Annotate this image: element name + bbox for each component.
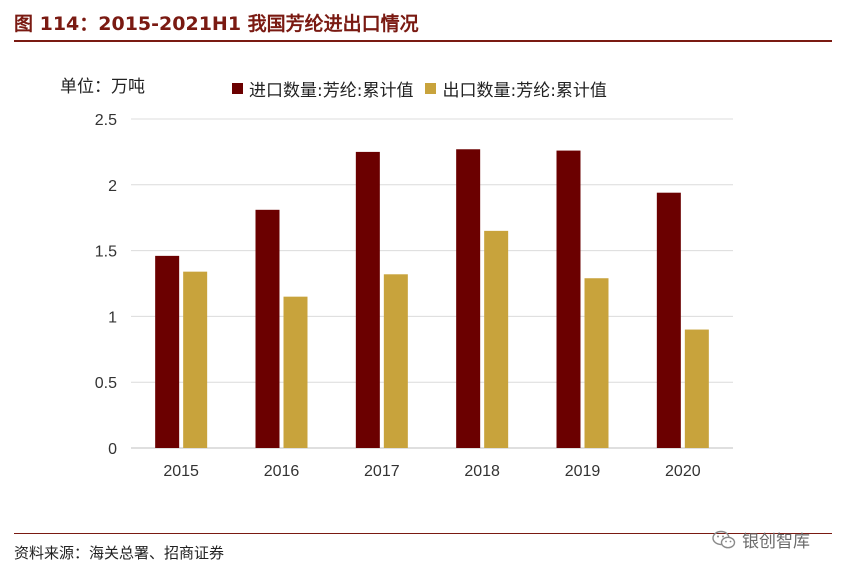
- watermark-label: 银创智库: [742, 532, 810, 552]
- bar-import: [556, 150, 581, 449]
- bar-export: [484, 230, 509, 448]
- source-divider: [14, 533, 832, 534]
- y-tick-label: 2.5: [95, 112, 117, 129]
- wechat-icon: [712, 530, 736, 548]
- y-tick-label: 1: [108, 309, 117, 326]
- bar-import: [456, 149, 481, 448]
- y-tick-label: 2: [108, 178, 117, 195]
- legend-item-export: 出口数量:芳纶:累计值: [425, 76, 607, 101]
- chart-title: 图 114：2015-2021H1 我国芳纶进出口情况: [14, 13, 419, 35]
- bar-export: [283, 296, 308, 448]
- x-tick-label: 2019: [565, 463, 601, 480]
- legend: 进口数量:芳纶:累计值 出口数量:芳纶:累计值: [232, 76, 619, 101]
- bar-export: [684, 329, 709, 448]
- legend-label-export: 出口数量:芳纶:累计值: [442, 81, 607, 101]
- y-tick-label: 1.5: [95, 244, 117, 261]
- title-divider: [14, 40, 832, 42]
- bar-import: [155, 255, 180, 448]
- x-tick-label: 2016: [264, 463, 300, 480]
- watermark: 银创智库: [712, 527, 810, 552]
- x-tick-label: 2020: [665, 463, 701, 480]
- legend-label-import: 进口数量:芳纶:累计值: [249, 81, 414, 101]
- x-tick-label: 2017: [364, 463, 400, 480]
- y-tick-label: 0.5: [95, 375, 117, 392]
- legend-swatch-import: [232, 83, 243, 94]
- x-tick-label: 2015: [163, 463, 199, 480]
- bar-export: [383, 274, 408, 448]
- bar-export: [183, 271, 208, 448]
- legend-item-import: 进口数量:芳纶:累计值: [232, 76, 413, 101]
- bar-export: [584, 278, 609, 448]
- y-tick-label: 0: [108, 441, 117, 458]
- x-tick-label: 2018: [464, 463, 500, 480]
- bar-import: [255, 209, 280, 448]
- bar-import: [355, 151, 380, 448]
- legend-swatch-export: [425, 83, 437, 94]
- source-note: 资料来源：海关总署、招商证券: [14, 544, 225, 562]
- unit-label: 单位：万吨: [60, 77, 145, 97]
- bar-import: [656, 192, 681, 448]
